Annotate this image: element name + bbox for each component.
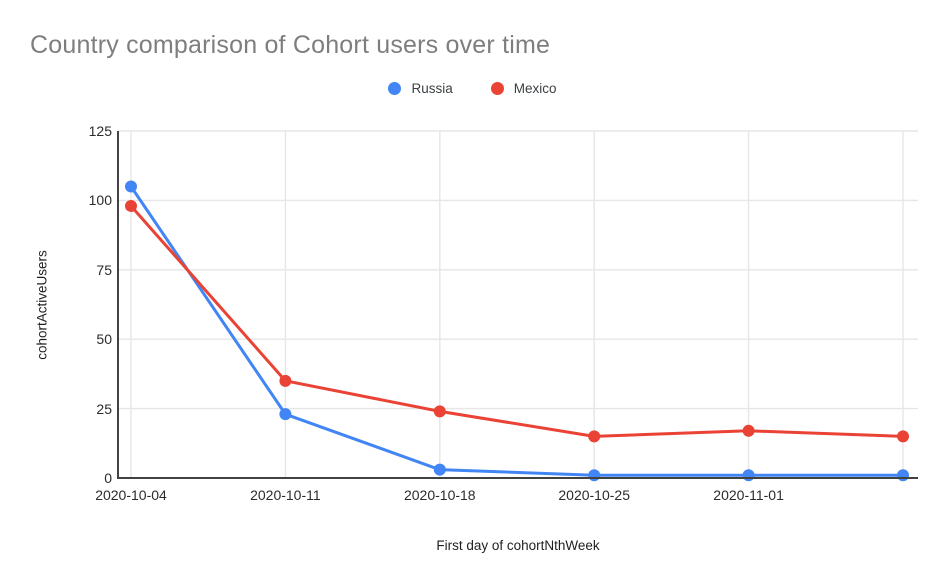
data-point-russia [433,463,446,476]
series-line-mexico [129,204,904,438]
x-tick-label: 2020-10-25 [558,487,630,503]
chart-title: Country comparison of Cohort users over … [30,31,551,59]
data-point-russia [897,469,909,482]
legend-label: Mexico [513,80,557,96]
legend-item-russia: Russia [388,80,453,96]
legend-dot-mexico [490,81,504,95]
y-axis-title: cohortActiveUsers [34,250,50,360]
data-point-mexico [897,430,909,443]
data-point-mexico [588,430,601,443]
legend-item-mexico: Mexico [490,80,557,96]
data-point-mexico [742,424,755,437]
data-point-mexico [125,199,137,212]
data-point-russia [125,180,137,193]
legend-label: Russia [411,80,453,96]
data-point-russia [279,408,292,421]
x-tick-label: 2020-10-18 [403,487,476,503]
y-tick-label: 50 [96,331,112,348]
y-tick-label: 125 [88,123,112,139]
x-tick-label: 2020-10-11 [250,487,321,503]
data-point-mexico [279,374,292,387]
data-point-mexico [433,405,446,418]
y-tick-label: 0 [104,470,112,486]
x-tick-label: 2020-10-04 [95,487,167,503]
data-point-russia [588,469,601,482]
data-point-russia [742,469,755,482]
series-line-russia [129,185,903,477]
y-tick-label: 25 [96,400,112,417]
y-tick-label: 100 [88,192,112,209]
y-tick-label: 75 [96,261,112,278]
x-tick-label: 2020-11-01 [713,487,784,503]
x-axis-title: First day of cohortNthWeek [436,538,600,553]
chart-legend: Russia Mexico [0,77,945,99]
legend-dot-russia [388,81,402,95]
